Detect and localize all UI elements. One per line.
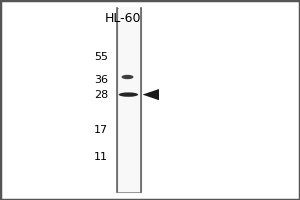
Text: 17: 17 [94, 125, 108, 135]
Bar [117, 8, 141, 192]
Text: 11: 11 [94, 152, 108, 162]
Text: 55: 55 [94, 52, 108, 62]
Text: 28: 28 [94, 90, 108, 100]
Ellipse shape [118, 92, 138, 97]
Text: 36: 36 [94, 75, 108, 85]
Polygon shape [142, 89, 159, 100]
Ellipse shape [122, 75, 134, 79]
Text: HL-60: HL-60 [105, 11, 141, 24]
Bar [118, 8, 140, 192]
